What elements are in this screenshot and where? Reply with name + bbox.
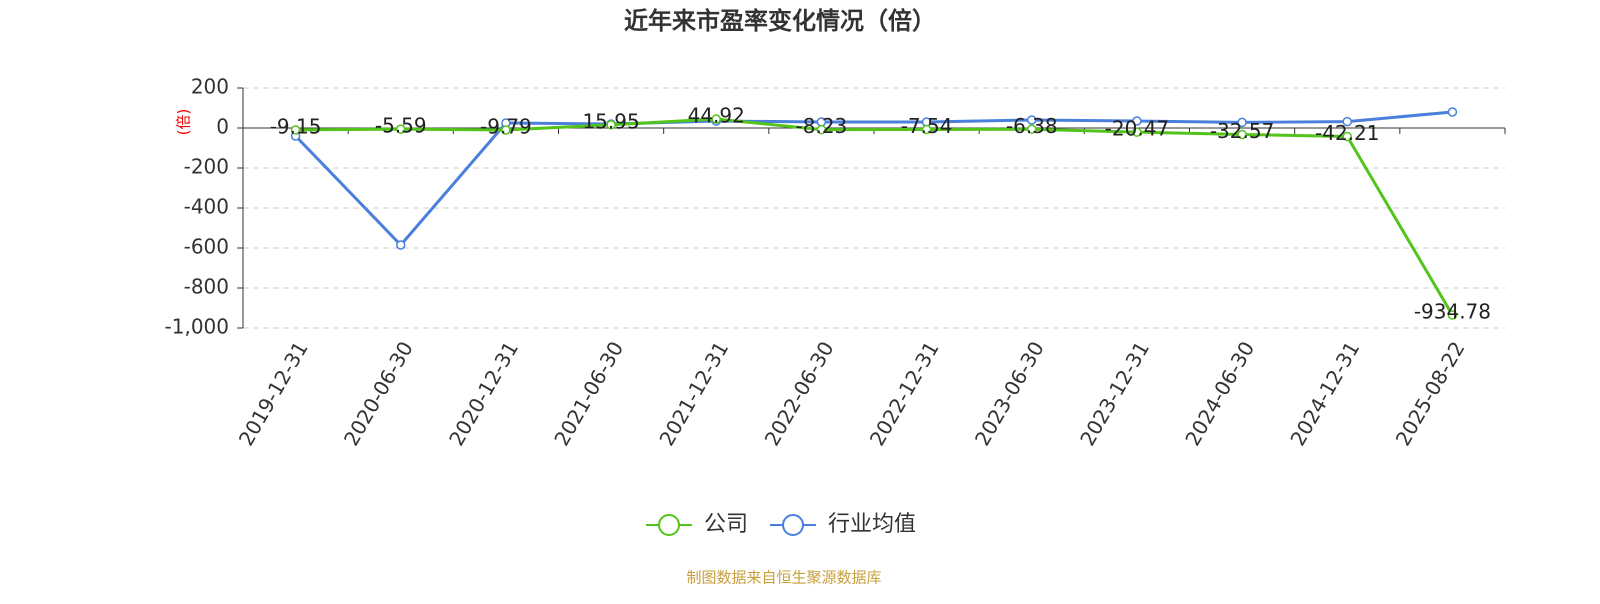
data-point: [1237, 129, 1247, 140]
legend-marker: [658, 514, 680, 536]
x-tick-label: 2020-12-31: [444, 337, 523, 450]
x-tick-label: 2019-12-31: [234, 337, 313, 450]
x-tick-label: 2022-06-30: [760, 337, 839, 450]
x-tick-label: 2024-06-30: [1180, 337, 1259, 450]
source-note: 制图数据来自恒生聚源数据库: [686, 569, 881, 587]
legend-marker: [782, 514, 805, 536]
data-label: 44.92: [688, 104, 745, 128]
x-tick-label: 2024-12-31: [1285, 337, 1364, 450]
x-tick-label: 2023-12-31: [1075, 337, 1154, 450]
data-label: -9.15: [270, 114, 322, 138]
data-point: [396, 124, 406, 134]
x-tick-label: 2023-06-30: [970, 337, 1049, 450]
y-tick-label: -600: [184, 235, 229, 259]
y-tick-label: 0: [216, 115, 229, 139]
data-point: [1132, 116, 1142, 126]
legend-label: 行业均值: [828, 512, 916, 537]
data-label: -9.79: [480, 114, 532, 138]
data-point: [1342, 131, 1352, 142]
data-label: -8.23: [796, 114, 848, 138]
x-tick-label: 2021-12-31: [654, 337, 733, 450]
data-label: 15.95: [582, 109, 639, 133]
data-point: [816, 124, 827, 135]
data-point: [921, 124, 932, 135]
data-label: -5.59: [375, 114, 427, 138]
y-tick-label: 200: [191, 75, 229, 99]
x-tick-label: 2022-12-31: [865, 337, 944, 450]
data-point: [1447, 310, 1458, 320]
data-point: [1237, 117, 1247, 128]
data-point: [711, 114, 721, 124]
data-point: [290, 125, 301, 135]
data-label: -20.47: [1105, 117, 1169, 141]
x-tick-label: 2025-08-22: [1391, 337, 1470, 450]
data-point: [1027, 115, 1037, 125]
legend-label: 公司: [704, 512, 748, 537]
data-label: -6.38: [1006, 114, 1058, 138]
y-tick-label: -200: [184, 155, 229, 179]
data-point: [1342, 116, 1352, 127]
y-tick-label: -400: [184, 195, 229, 219]
y-tick-label: -1,000: [165, 315, 229, 339]
x-tick-label: 2020-06-30: [339, 337, 418, 450]
data-point: [606, 120, 616, 130]
data-point: [1132, 127, 1142, 137]
y-axis-label: (倍): [175, 109, 193, 136]
series-line: [295, 117, 1454, 316]
x-tick-label: 2021-06-30: [549, 337, 628, 450]
data-point: [396, 240, 406, 250]
data-label: -42.21: [1315, 121, 1379, 145]
data-point: [1027, 124, 1037, 135]
chart-title: 近年来市盈率变化情况（倍）: [624, 7, 936, 35]
series-line: [294, 110, 1453, 248]
data-label: -7.54: [901, 114, 953, 138]
y-tick-label: -800: [184, 275, 229, 299]
data-point: [1447, 107, 1458, 117]
data-label: -32.57: [1210, 119, 1274, 143]
data-label: -934.78: [1414, 299, 1491, 323]
data-point: [501, 125, 511, 135]
